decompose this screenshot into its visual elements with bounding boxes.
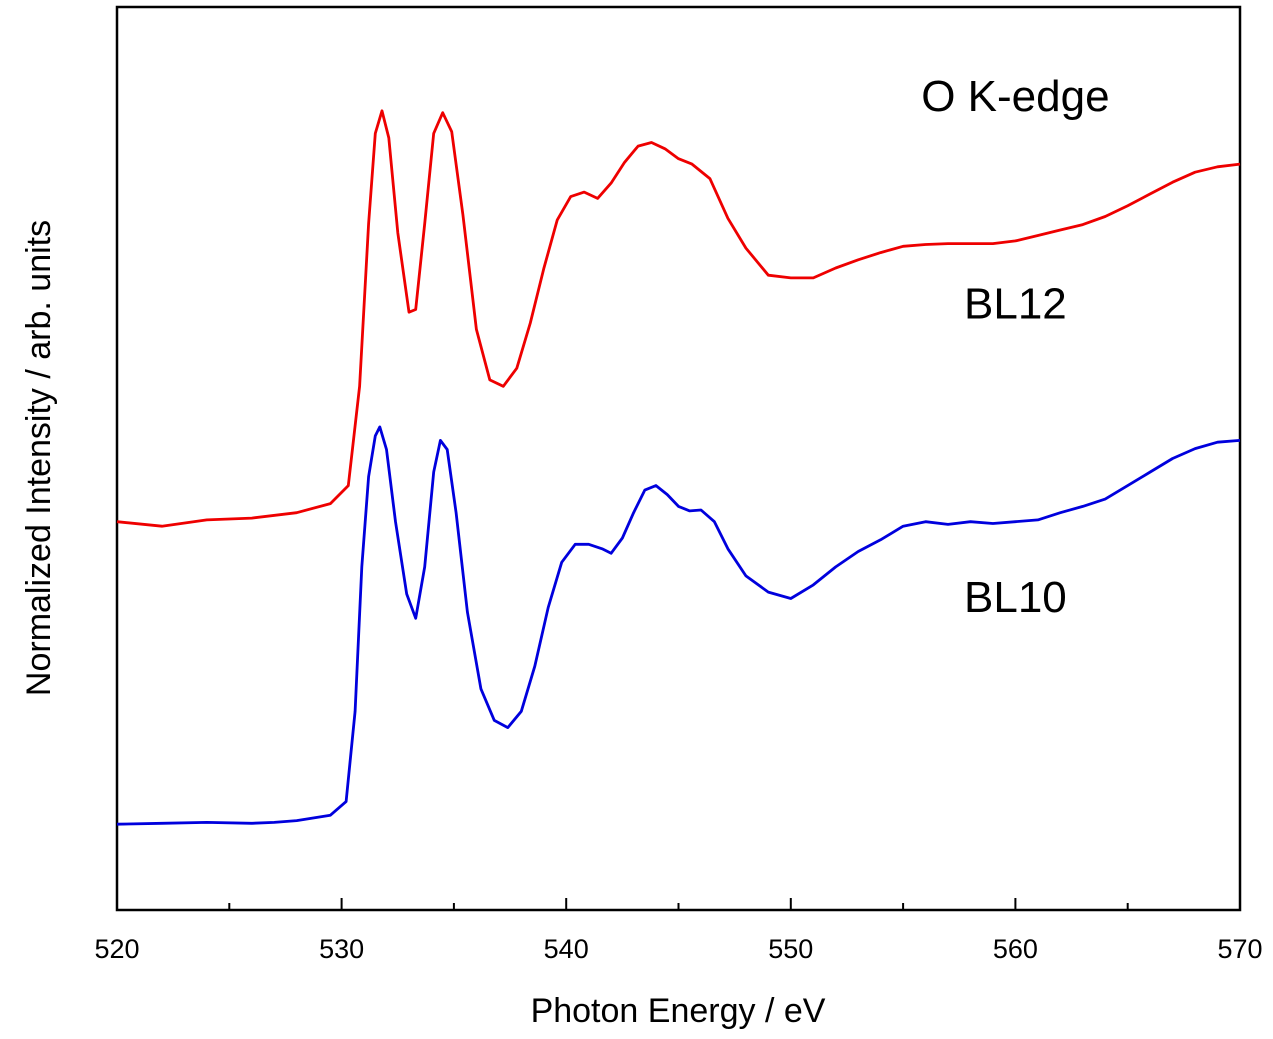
series-layer	[116, 109, 1241, 826]
annotation-label: BL12	[964, 280, 1067, 329]
annotation-label: BL10	[964, 573, 1067, 622]
x-axis-title: Photon Energy / eV	[531, 992, 826, 1030]
x-tick-label: 550	[768, 934, 813, 964]
annotation-label: O K-edge	[921, 72, 1109, 121]
x-tick-label: 530	[319, 934, 364, 964]
x-tick-label: 520	[94, 934, 139, 964]
x-tick-label: 560	[993, 934, 1038, 964]
series-line-bl10	[116, 425, 1241, 826]
annotations: O K-edge BL12 BL10	[921, 72, 1109, 622]
x-tick-label: 570	[1217, 934, 1262, 964]
y-axis-title: Normalized Intensity / arb. units	[20, 220, 58, 696]
plot-frame	[115, 5, 1242, 912]
x-axis-ticks: 520 530 540 550 560 570	[94, 898, 1263, 964]
x-tick-label: 540	[544, 934, 589, 964]
series-line-bl12	[116, 109, 1241, 528]
